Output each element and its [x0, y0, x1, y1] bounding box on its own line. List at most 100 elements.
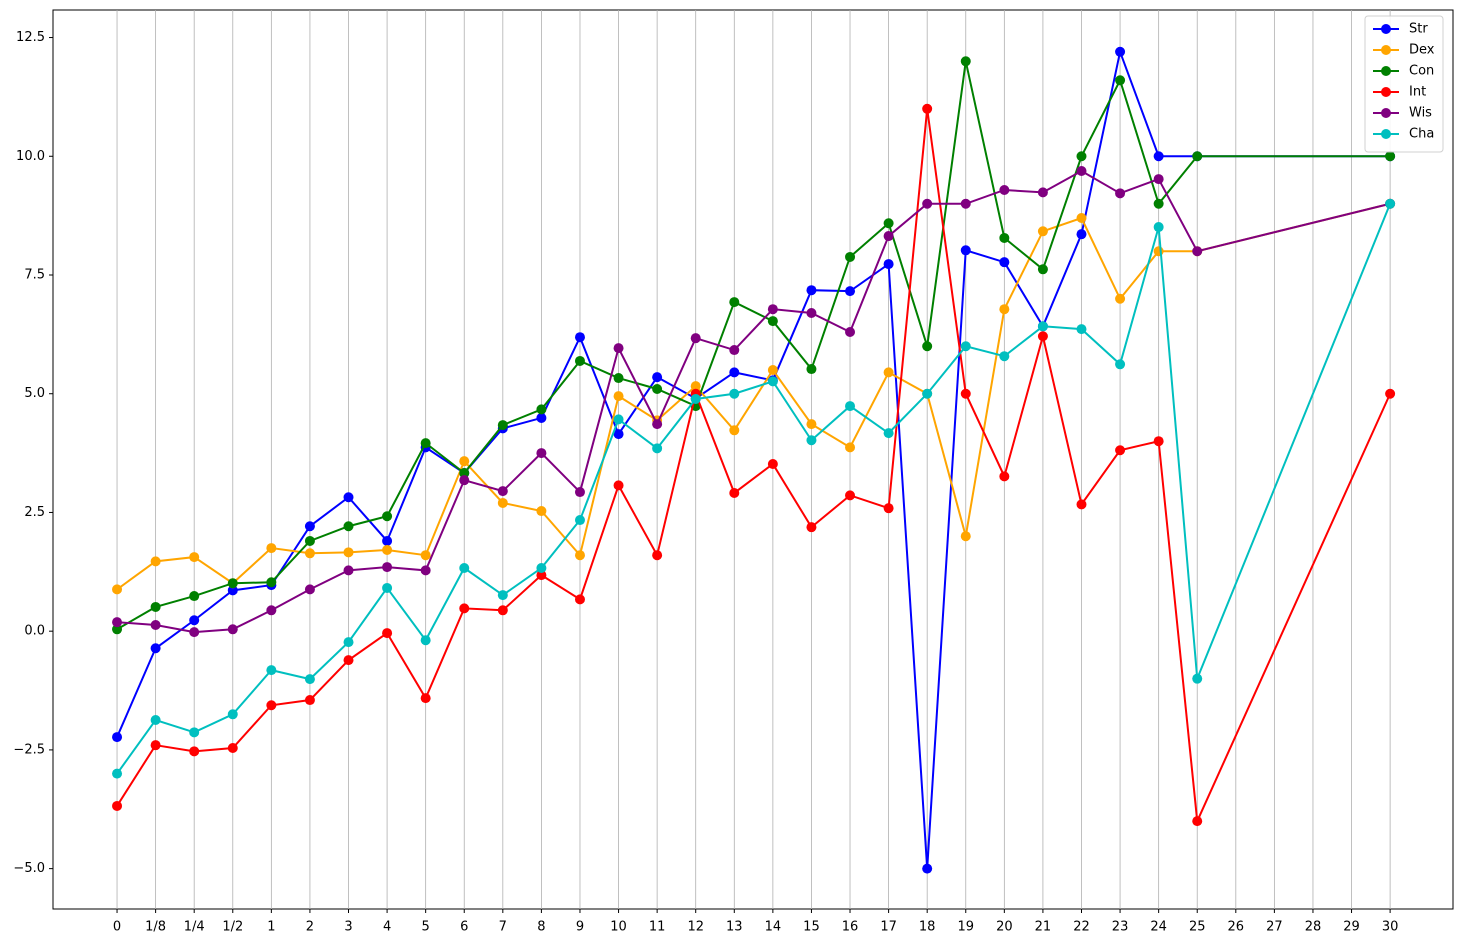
data-point	[304, 674, 315, 685]
data-point	[652, 383, 663, 394]
data-point	[382, 562, 393, 573]
data-point	[729, 367, 740, 378]
x-tick-label: 5	[422, 920, 430, 935]
data-point	[227, 624, 238, 635]
x-tick-label: 22	[1073, 920, 1090, 935]
x-tick-label: 27	[1266, 920, 1283, 935]
x-tick-label: 1/8	[145, 920, 166, 935]
legend-marker	[1381, 129, 1391, 139]
plot-frame	[52, 9, 1454, 910]
data-point	[613, 343, 624, 354]
data-point	[806, 285, 817, 296]
data-point	[806, 435, 817, 446]
x-tick-label: 7	[499, 920, 507, 935]
data-point	[883, 428, 894, 439]
x-tick-label: 23	[1112, 920, 1129, 935]
data-point	[883, 231, 894, 242]
data-point	[767, 376, 778, 387]
series-line	[116, 202, 1391, 591]
data-point	[922, 103, 933, 114]
data-point	[304, 548, 315, 559]
data-point	[497, 420, 508, 431]
data-point	[382, 628, 393, 639]
legend-label: Str	[1409, 22, 1428, 37]
data-point	[304, 584, 315, 595]
data-point	[960, 388, 971, 399]
legend: Str Dex Con Int Wis Cha	[1364, 15, 1444, 153]
x-tick-label: 1	[267, 920, 275, 935]
data-point	[227, 578, 238, 589]
y-tick-label: 12.5	[16, 30, 45, 45]
data-point	[767, 364, 778, 375]
data-point	[1192, 151, 1203, 162]
data-point	[1153, 436, 1164, 447]
y-tick-label: 0.0	[24, 624, 45, 639]
data-point	[227, 709, 238, 720]
data-point	[343, 565, 354, 576]
data-point	[1037, 226, 1048, 237]
y-tick-label: 5.0	[24, 386, 45, 401]
data-point	[420, 550, 431, 561]
data-point	[382, 544, 393, 555]
series-line	[116, 108, 1392, 825]
data-point	[227, 585, 238, 596]
x-tick-label: 6	[460, 920, 468, 935]
data-point	[266, 665, 277, 676]
x-tick-label: 21	[1035, 920, 1052, 935]
data-point	[1153, 174, 1164, 185]
data-point	[652, 550, 663, 561]
data-point	[574, 594, 585, 605]
x-tick-label: 2	[306, 920, 314, 935]
x-tick-label: 24	[1150, 920, 1167, 935]
data-point	[1076, 165, 1087, 176]
data-point	[227, 743, 238, 754]
data-point	[999, 304, 1010, 315]
data-point	[960, 198, 971, 209]
x-tick-label: 11	[649, 920, 666, 935]
data-point	[459, 468, 470, 479]
data-point	[266, 577, 277, 588]
data-point	[112, 584, 123, 595]
data-point	[536, 563, 547, 574]
legend-label: Wis	[1409, 106, 1432, 121]
data-point	[1037, 321, 1048, 332]
data-point	[266, 543, 277, 554]
legend-label: Con	[1409, 64, 1434, 79]
data-point	[1076, 324, 1087, 335]
series-line	[116, 61, 1391, 631]
data-point	[999, 471, 1010, 482]
data-point	[767, 304, 778, 315]
data-point	[613, 391, 624, 402]
x-tick-label: 1/4	[184, 920, 205, 935]
x-tick-label: 18	[919, 920, 936, 935]
data-point	[1385, 151, 1396, 162]
data-point	[536, 412, 547, 423]
data-point	[189, 615, 200, 626]
x-tick-label: 12	[687, 920, 704, 935]
y-tick-label: 10.0	[16, 149, 45, 164]
data-point	[150, 556, 161, 567]
data-point	[112, 768, 123, 779]
data-point	[1076, 213, 1087, 224]
legend-label: Int	[1409, 85, 1426, 100]
data-point	[845, 442, 856, 453]
data-point	[999, 232, 1010, 243]
data-point	[690, 381, 701, 392]
data-point	[536, 570, 547, 581]
x-tick-label: 20	[996, 920, 1013, 935]
data-point	[922, 198, 933, 209]
data-point	[1115, 75, 1126, 86]
data-point	[112, 800, 123, 811]
data-point	[1076, 229, 1087, 240]
data-point	[343, 637, 354, 648]
data-point	[343, 547, 354, 558]
data-point	[1115, 188, 1126, 199]
data-point	[806, 522, 817, 533]
legend-marker	[1381, 66, 1391, 76]
data-point	[574, 515, 585, 526]
data-point	[459, 603, 470, 614]
data-point	[960, 245, 971, 256]
data-point	[1192, 816, 1203, 827]
x-tick-label: 17	[880, 920, 897, 935]
data-point	[189, 627, 200, 638]
